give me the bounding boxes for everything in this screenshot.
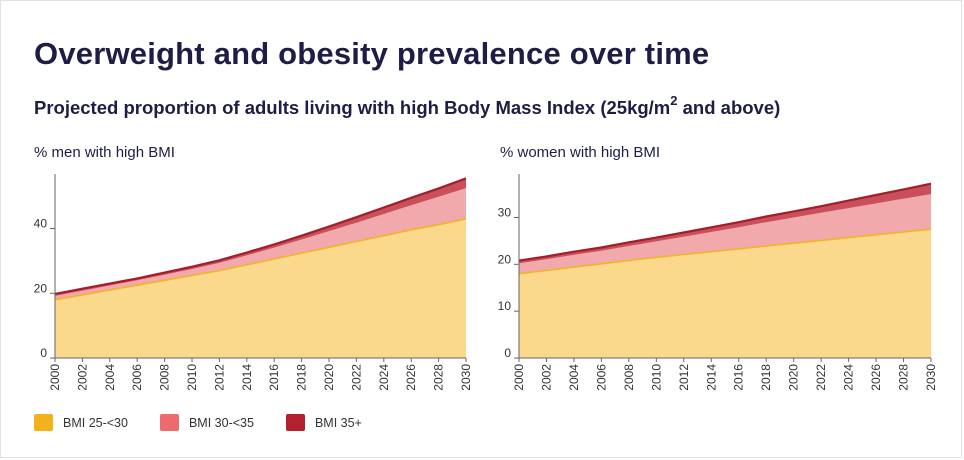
x-tick-label: 2000	[48, 364, 62, 391]
x-tick-label: 2010	[649, 364, 663, 391]
subtitle-end: and above)	[677, 97, 781, 119]
legend-swatch	[285, 414, 305, 431]
legend-item-bmi-35-plus: BMI 35+	[285, 414, 362, 431]
area-bmi-30-35	[55, 188, 466, 300]
x-tick-label: 2012	[212, 364, 226, 391]
subtitle-superscript: 2	[670, 93, 678, 108]
area-bmi-35-plus-line	[518, 182, 932, 262]
x-tick-label: 2020	[322, 364, 336, 391]
x-tick-label: 2028	[432, 364, 446, 391]
y-tick-label: 40	[34, 217, 48, 231]
x-tick-label: 2026	[869, 364, 883, 391]
x-tick-label: 2006	[594, 364, 608, 391]
legend-label: BMI 30-<35	[188, 415, 254, 430]
area-bmi-25-30	[519, 229, 931, 358]
legend-swatch	[34, 414, 53, 431]
x-tick-label: 2022	[349, 364, 363, 391]
x-tick-label: 2026	[404, 364, 418, 391]
x-tick-label: 2010	[185, 364, 199, 391]
y-tick-label: 20	[498, 252, 512, 266]
x-tick-label: 2018	[295, 364, 309, 391]
x-tick-label: 2000	[512, 364, 526, 391]
x-tick-label: 2002	[539, 364, 553, 391]
area-bmi-35-plus	[519, 183, 931, 264]
y-tick-label: 30	[498, 205, 512, 219]
x-tick-label: 2014	[240, 364, 254, 391]
legend: BMI 25-<30 BMI 30-<35 BMI 35+	[34, 414, 394, 431]
area-bmi-25-30-line	[54, 218, 467, 301]
x-tick-label: 2030	[924, 364, 938, 391]
x-tick-label: 2016	[267, 364, 281, 391]
women-chart-title: % women with high BMI	[500, 144, 661, 161]
legend-item-bmi-30-35: BMI 30-<35	[159, 414, 254, 431]
x-tick-label: 2030	[459, 364, 473, 391]
y-tick-label: 10	[498, 299, 512, 313]
x-tick-label: 2022	[814, 364, 828, 391]
x-tick-label: 2024	[842, 364, 856, 391]
x-tick-label: 2024	[377, 364, 391, 391]
subtitle-text: Projected proportion of adults living wi…	[34, 97, 671, 119]
legend-swatch	[159, 414, 179, 431]
area-bmi-30-35	[519, 194, 931, 274]
legend-item-bmi-25-30: BMI 25-<30	[34, 414, 128, 431]
x-tick-label: 2008	[158, 364, 172, 391]
area-bmi-25-30-line	[518, 228, 932, 275]
x-tick-label: 2028	[897, 364, 911, 391]
x-tick-label: 2018	[759, 364, 773, 391]
x-tick-label: 2006	[130, 364, 144, 391]
x-tick-label: 2002	[75, 364, 89, 391]
y-tick-label: 20	[34, 281, 48, 295]
x-tick-label: 2014	[704, 364, 718, 391]
legend-label: BMI 35+	[314, 415, 362, 430]
x-tick-label: 2012	[677, 364, 691, 391]
x-tick-label: 2008	[622, 364, 636, 391]
legend-label: BMI 25-<30	[63, 415, 128, 430]
men-chart-title: % men with high BMI	[34, 144, 175, 161]
y-tick-label: 0	[504, 346, 511, 360]
x-tick-label: 2004	[567, 364, 581, 391]
x-tick-label: 2020	[787, 364, 801, 391]
page-title: Overweight and obesity prevalence over t…	[34, 36, 710, 71]
x-tick-label: 2004	[103, 364, 117, 391]
area-bmi-25-30	[55, 218, 466, 358]
x-tick-label: 2016	[732, 364, 746, 391]
y-tick-label: 0	[40, 346, 47, 360]
area-bmi-35-plus-line	[54, 177, 467, 295]
chart-subtitle: Projected proportion of adults living wi…	[34, 93, 781, 119]
